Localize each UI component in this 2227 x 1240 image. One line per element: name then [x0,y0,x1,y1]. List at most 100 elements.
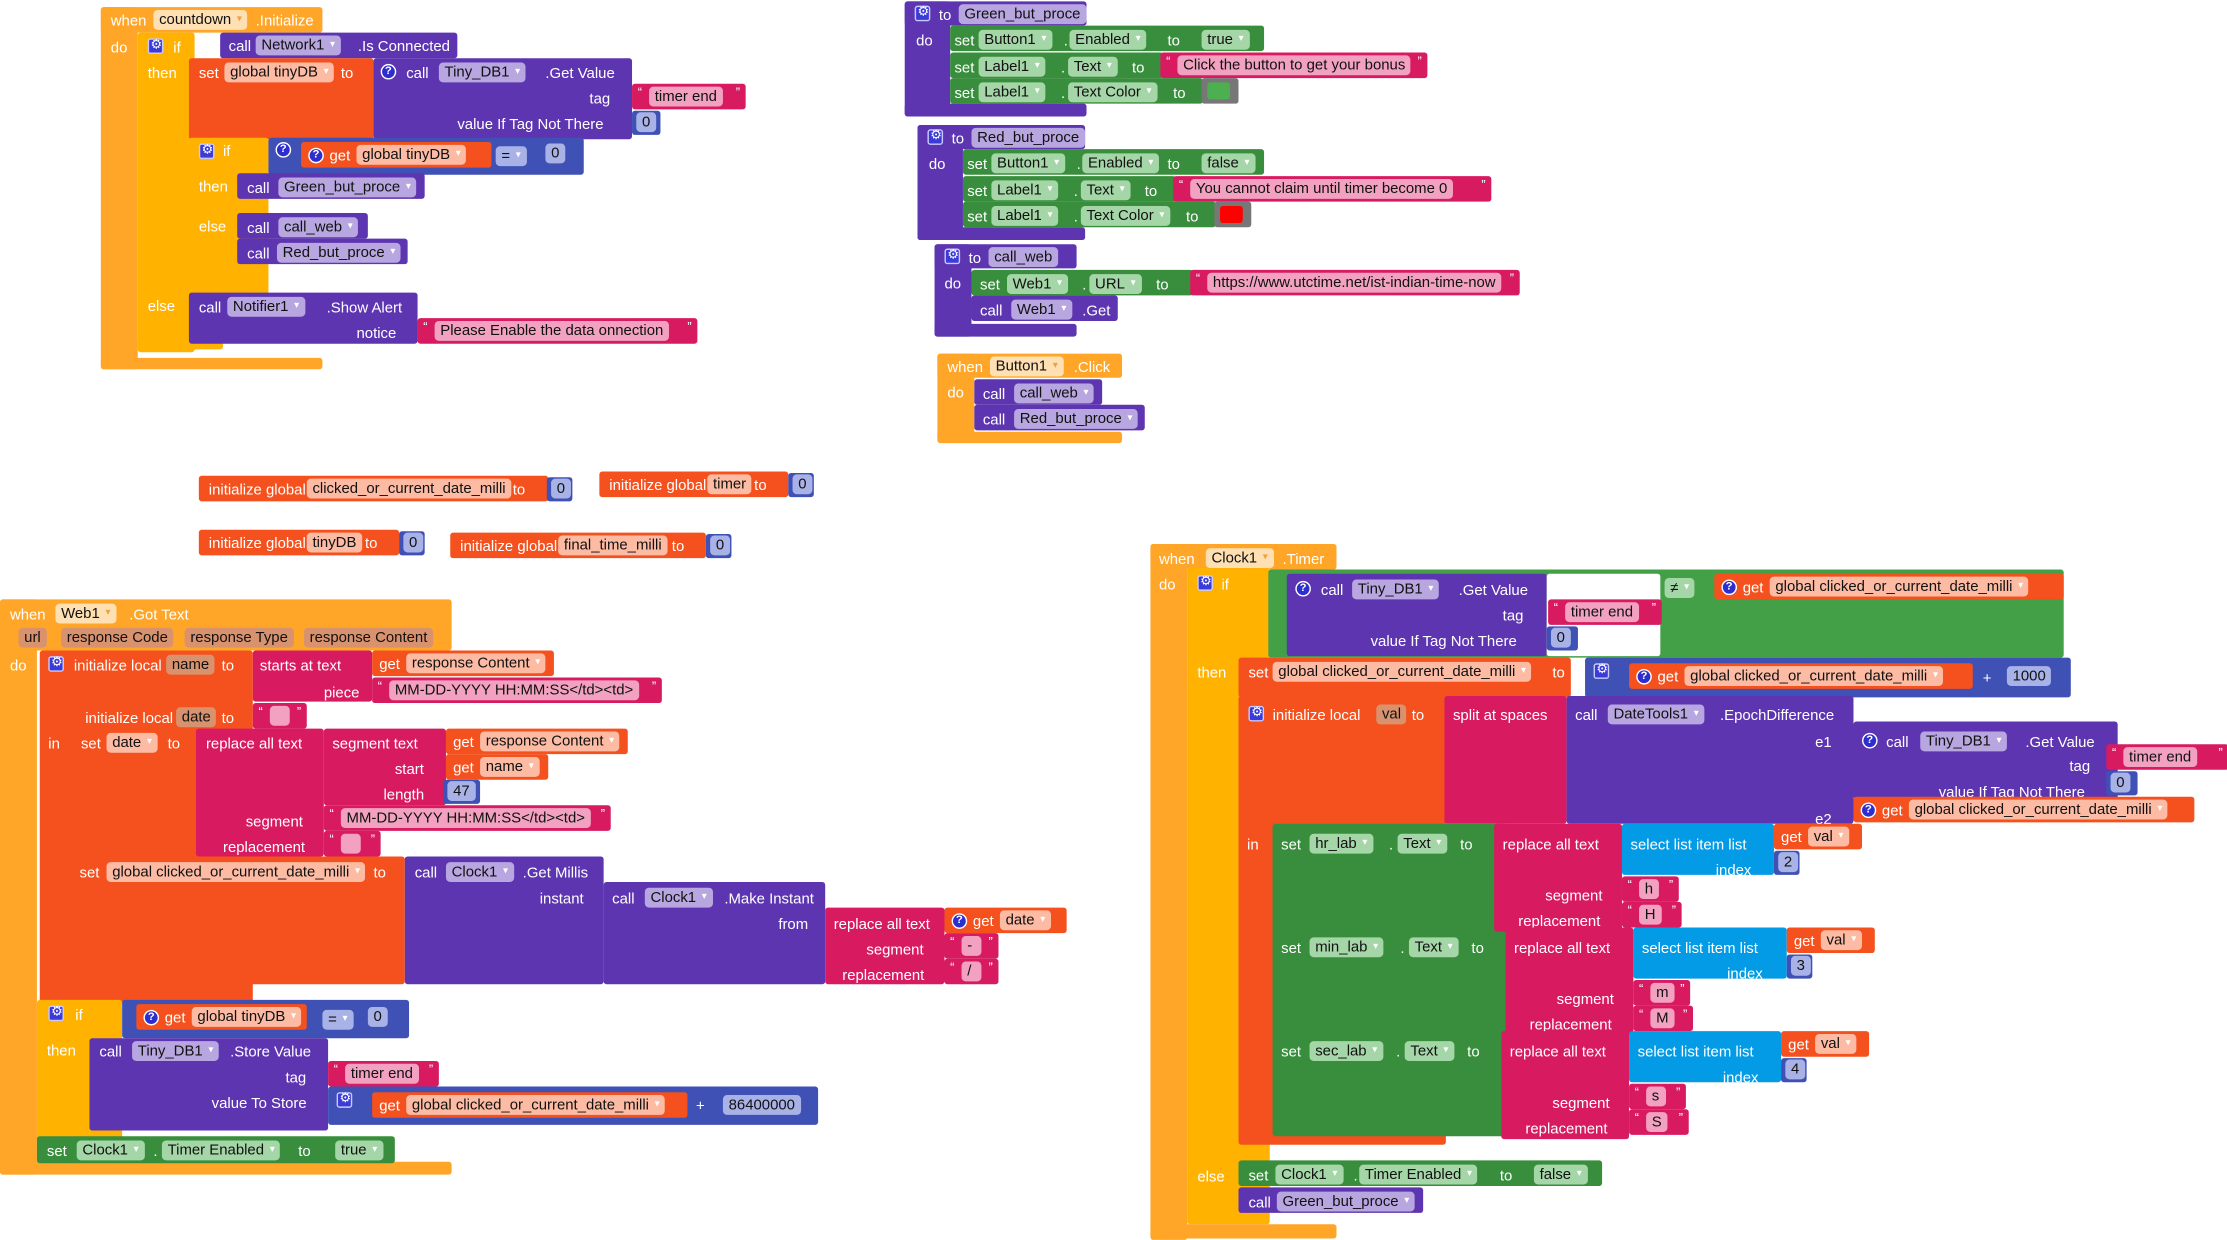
text-field[interactable]: H [1639,904,1662,925]
text-field[interactable]: MM-DD-YYYY HH:MM:SS</td><td> [340,808,591,829]
variable-name-field[interactable]: final_time_milli [558,535,668,556]
chevron-down-icon[interactable] [1057,274,1062,294]
chevron-down-icon[interactable] [1694,704,1699,724]
dropdown[interactable]: Text [1397,833,1447,854]
dropdown[interactable]: Label1 [991,205,1059,226]
dropdown[interactable]: sec_lab [1309,1041,1383,1061]
chevron-down-icon[interactable] [270,1141,275,1161]
chevron-down-icon[interactable] [1263,548,1268,568]
local-name-field[interactable]: name [166,654,215,675]
chevron-down-icon[interactable] [105,604,110,624]
component-dropdown[interactable]: countdown [153,9,248,30]
variable-dropdown[interactable]: val [1820,930,1862,951]
dropdown[interactable]: Clock1 [644,887,713,908]
if-block[interactable] [137,32,195,353]
dropdown[interactable]: Enabled [1069,29,1147,50]
chevron-down-icon[interactable] [1448,937,1453,957]
replace-all-text-block[interactable] [196,728,324,857]
number-field[interactable]: 0 [636,112,656,133]
dropdown[interactable]: Text [1408,937,1459,958]
block[interactable] [1150,1224,1337,1239]
chevron-down-icon[interactable] [1404,1192,1409,1212]
number-field[interactable]: 86400000 [722,1095,801,1115]
block[interactable] [904,103,1087,117]
variable-dropdown[interactable]: global clicked_or_current_date_milli [1769,576,2029,597]
dropdown[interactable]: Label1 [991,180,1059,201]
chevron-down-icon[interactable] [503,862,508,882]
dropdown[interactable]: Text Color [1068,82,1158,103]
procedure-name-field[interactable]: Red_but_proce [971,127,1085,148]
boolean-dropdown[interactable]: false [1533,1164,1588,1185]
chevron-down-icon[interactable] [2018,577,2023,597]
number-field[interactable]: 0 [710,535,730,556]
chevron-down-icon[interactable] [208,1041,213,1061]
number-field[interactable]: 0 [792,474,813,495]
variable-dropdown[interactable]: name [480,757,540,777]
dropdown[interactable]: global tinyDB [224,62,335,83]
chevron-down-icon[interactable] [147,733,152,753]
chevron-down-icon[interactable] [372,1141,377,1161]
chevron-down-icon[interactable] [1159,206,1164,226]
dropdown[interactable]: Tiny_DB1 [1352,579,1440,600]
select-list-item-block[interactable] [1621,823,1774,875]
text-field[interactable]: MM-DD-YYYY HH:MM:SS</td><td> [389,680,639,701]
block[interactable] [934,323,1077,337]
text-field[interactable]: m [1650,982,1675,1003]
chevron-down-icon[interactable] [1443,1041,1448,1061]
gear-icon[interactable] [944,247,961,265]
event-parameter[interactable]: response Type [184,627,294,648]
chevron-down-icon[interactable] [1127,409,1132,429]
text-field[interactable] [269,705,290,726]
boolean-dropdown[interactable]: false [1201,153,1256,174]
dropdown[interactable]: min_lab [1309,937,1384,958]
chevron-down-icon[interactable] [134,1141,139,1161]
gear-icon[interactable] [914,4,931,22]
dropdown[interactable]: Enabled [1082,153,1160,174]
dropdown[interactable]: Clock1 [1275,1164,1344,1185]
replace-all-text-block[interactable] [825,907,945,985]
dropdown[interactable]: Text [1080,180,1131,201]
block[interactable] [917,227,1086,241]
variable-dropdown[interactable]: val [1815,1033,1857,1054]
variable-name-field[interactable]: clicked_or_current_date_milli [306,478,512,499]
dropdown[interactable]: URL [1089,274,1142,295]
chevron-down-icon[interactable] [516,146,521,166]
gear-icon[interactable] [336,1091,353,1108]
gear-icon[interactable] [48,1004,64,1022]
number-field[interactable]: 0 [551,478,571,499]
gear-icon[interactable] [1593,662,1610,679]
gear-icon[interactable] [198,142,215,160]
chevron-down-icon[interactable] [1239,30,1244,50]
dropdown[interactable]: global clicked_or_current_date_milli [106,862,366,883]
block[interactable] [0,599,37,1175]
text-field[interactable]: timer end [649,86,723,107]
number-field[interactable]: 4 [1785,1059,1805,1080]
chevron-down-icon[interactable] [515,62,520,82]
segment-block[interactable] [323,728,446,806]
dropdown[interactable]: Notifier1 [227,296,305,317]
component-dropdown[interactable]: Web1 [55,603,117,624]
procedure-name-field[interactable]: Green_but_proce [958,4,1087,25]
block[interactable] [937,431,1123,444]
local-name-field[interactable]: val [1376,704,1407,725]
event-parameter[interactable]: url [18,627,47,648]
variable-dropdown[interactable]: response Content [406,653,546,674]
chevron-down-icon[interactable] [1148,153,1153,173]
number-field[interactable]: 0 [545,143,566,164]
variable-dropdown[interactable]: response Content [480,731,620,752]
text-field[interactable]: You cannot claim until timer become 0 [1190,178,1454,199]
dropdown[interactable]: Clock1 [76,1140,145,1161]
text-field[interactable]: Please Enable the data onnection [434,320,670,341]
text-field[interactable]: h [1639,879,1659,900]
chevron-down-icon[interactable] [1041,30,1046,50]
variable-dropdown[interactable]: global tinyDB [191,1006,302,1027]
chevron-down-icon[interactable] [1521,662,1526,682]
block[interactable] [1150,543,1188,1240]
select-list-item-block[interactable] [1633,927,1787,979]
gear-icon[interactable] [48,655,64,672]
chevron-down-icon[interactable] [1851,930,1856,950]
dropdown[interactable]: Red_but_proce [276,242,401,263]
chevron-down-icon[interactable] [1040,910,1045,930]
chevron-down-icon[interactable] [1373,937,1378,957]
local-name-field[interactable]: date [176,707,217,728]
